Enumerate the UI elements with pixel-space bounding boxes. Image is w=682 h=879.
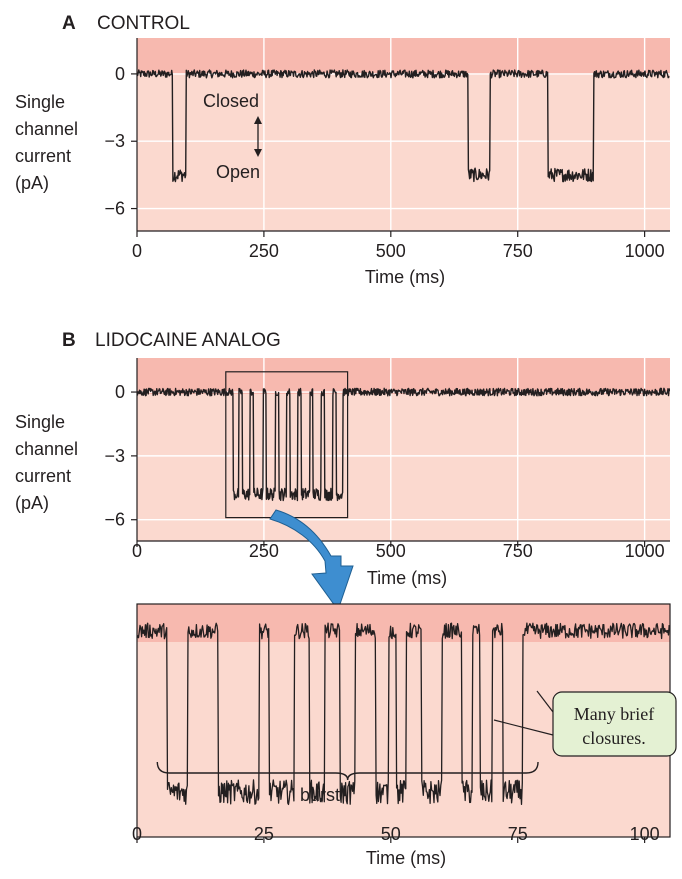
closed-open-double-arrow-icon [254,116,262,157]
note-line-1: Many brief [574,704,654,724]
y-tick-label: −6 [104,199,125,219]
x-tick-label: 1000 [625,241,665,261]
plot-c-ticks: 0 25 50 75 100 [132,824,660,844]
x-tick-label: 25 [254,824,274,844]
y-tick-label: −6 [104,510,125,530]
plot-a-ylabel: Single channel current (pA) [15,92,78,193]
plot-a-grid [137,38,670,231]
plot-a-ticks: 0 250 500 750 1000 0 −3 −6 [104,64,664,261]
current-trace-line [137,69,670,183]
plot-b-ylabel-line-1: Single [15,412,65,432]
x-tick-label: 1000 [625,541,665,561]
open-label: Open [216,162,260,182]
plot-b-ticks: 0 250 500 750 1000 0 −3 −6 [104,382,664,561]
x-tick-label: 750 [503,241,533,261]
panel-b-letter: B [62,330,76,351]
note-callout [552,691,677,757]
y-tick-label: 0 [115,382,125,402]
y-tick-label: −3 [104,131,125,151]
plot-b-ylabel-line-2: channel [15,439,78,459]
plot-a-closed-band [137,38,670,74]
burst-brace [156,761,539,781]
x-tick-label: 75 [508,824,528,844]
x-tick-label: 250 [249,541,279,561]
x-tick-label: 50 [381,824,401,844]
burst-label: burst [300,785,340,805]
x-tick-label: 250 [249,241,279,261]
y-tick-label: 0 [115,64,125,84]
y-tick-label: −3 [104,446,125,466]
current-trace-line [137,622,670,806]
plot-b-axes [136,358,670,542]
plot-a-trace [137,69,670,183]
plot-b-ylabel-line-3: current [15,466,71,486]
plot-b-closed-band [137,358,670,394]
plot-a-xlabel: Time (ms) [365,267,445,287]
plot-a-ylabel-line-2: channel [15,119,78,139]
closed-label: Closed [203,91,259,111]
x-tick-label: 500 [376,541,406,561]
x-tick-label: 100 [630,824,660,844]
plot-a-axes [136,38,670,232]
plot-c-trace [137,622,670,806]
x-tick-label: 750 [503,541,533,561]
note-line-2: closures. [582,728,645,748]
x-tick-label: 500 [376,241,406,261]
plot-a-ylabel-line-3: current [15,146,71,166]
plot-a-ylabel-line-1: Single [15,92,65,112]
plot-b-ylabel: Single channel current (pA) [15,412,78,513]
x-tick-label: 0 [132,824,142,844]
panel-b-title: LIDOCAINE ANALOG [95,330,281,351]
panel-a-title: CONTROL [97,13,190,34]
plot-c-xlabel: Time (ms) [366,848,446,868]
plot-b-xlabel: Time (ms) [367,568,447,588]
note-pointers [493,690,554,736]
plot-b-ylabel-line-4: (pA) [15,493,49,513]
x-tick-label: 0 [132,541,142,561]
panel-a-letter: A [62,13,76,34]
plot-a-ylabel-line-4: (pA) [15,173,49,193]
x-tick-label: 0 [132,241,142,261]
